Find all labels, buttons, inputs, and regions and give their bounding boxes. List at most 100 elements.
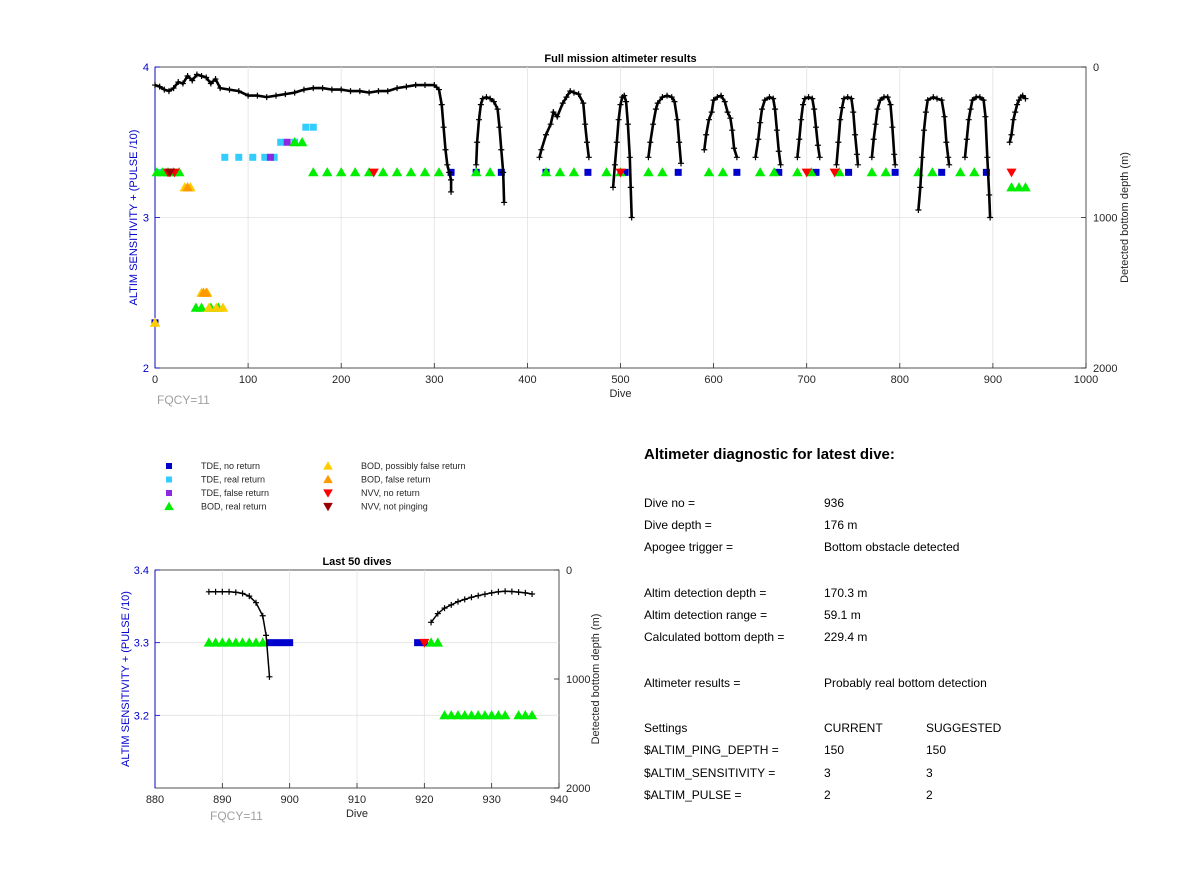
bottom-depth-point — [300, 86, 307, 93]
bottom-depth-point — [347, 88, 354, 95]
x-tick-label: 1000 — [1074, 374, 1098, 386]
bottom-depth-point — [193, 71, 200, 78]
bottom-depth-point — [969, 97, 976, 104]
bottom-depth-point — [710, 97, 717, 104]
diag-value-detection-depth: 170.3 m — [824, 586, 868, 600]
tde-no-return-marker — [265, 639, 273, 647]
bottom-depth-point — [246, 593, 253, 600]
full-mission-chart: 0 100 200 300 400 500 600 700 800 900 1000 2 3 4 0 1000… — [128, 53, 1131, 407]
y-axis-label: ALTIM SENSITIVITY + (PULSE /10) — [120, 591, 132, 767]
chart-title: Last 50 dives — [322, 556, 391, 568]
bottom-depth-point — [647, 139, 654, 146]
bottom-depth-point — [615, 116, 622, 123]
bottom-depth-point — [868, 154, 875, 161]
bod-real-return-marker — [459, 710, 470, 720]
bod-real-return-marker — [717, 167, 729, 177]
bottom-depth-point — [156, 83, 163, 90]
bottom-depth-point — [809, 95, 816, 102]
tde-no-return-marker — [584, 168, 592, 176]
bottom-depth-point — [837, 116, 844, 123]
setting-sensitivity-label: $ALTIM_SENSITIVITY = — [644, 766, 776, 780]
bottom-depth-point — [623, 98, 630, 105]
bottom-depth-point — [356, 88, 363, 95]
bottom-depth-point — [708, 109, 715, 116]
x-tick-label: 900 — [280, 794, 298, 806]
bottom-depth-point — [987, 214, 994, 221]
bod-real-return-marker — [703, 167, 715, 177]
bottom-depth-point — [338, 86, 345, 93]
bottom-depth-point — [930, 94, 937, 101]
settings-header: Settings — [644, 721, 688, 735]
bottom-depth-point — [729, 127, 736, 134]
bod-real-return-marker — [289, 137, 300, 147]
bottom-depth-point — [219, 588, 226, 595]
bottom-depth-point — [731, 145, 738, 152]
bottom-depth-point — [461, 596, 468, 603]
bottom-depth-point — [852, 131, 859, 138]
bottom-depth-point — [198, 73, 205, 80]
bottom-depth-point — [412, 82, 419, 89]
bottom-depth-point — [536, 154, 543, 161]
bod-real-return-marker — [349, 167, 361, 177]
tde-no-return-marker — [775, 168, 783, 176]
bottom-depth-point — [442, 146, 449, 153]
bottom-depth-point — [165, 88, 172, 95]
x-tick-label: 920 — [415, 794, 433, 806]
bottom-depth-point — [887, 101, 894, 108]
bod-real-return-marker — [1006, 182, 1017, 192]
diag-value-dive-depth: 176 m — [824, 518, 858, 532]
bottom-depth-point — [755, 136, 762, 143]
bottom-depth-point — [161, 86, 168, 93]
right-tick-label: 0 — [1093, 62, 1099, 74]
bottom-depth-point — [547, 121, 554, 128]
bod-possibly-false-marker — [203, 302, 215, 312]
bottom-depth-point — [892, 161, 899, 168]
bottom-depth-point — [1019, 92, 1026, 99]
y-tick-label: 3.2 — [134, 710, 149, 722]
bottom-depth-point — [668, 94, 675, 101]
bod-real-return-marker — [540, 167, 552, 177]
bottom-depth-point — [611, 161, 618, 168]
bottom-depth-point — [984, 154, 991, 161]
bod-real-return-marker — [439, 710, 450, 720]
y-axis-label: ALTIM SENSITIVITY + (PULSE /10) — [128, 130, 140, 306]
bottom-depth-point — [775, 148, 782, 155]
bod-real-return-marker — [196, 302, 207, 312]
bottom-depth-point — [1008, 131, 1015, 138]
bottom-depth-point — [796, 136, 803, 143]
diag-label-dive-no: Dive no = — [644, 496, 696, 510]
bottom-depth-point — [585, 154, 592, 161]
bod-possibly-false-marker — [149, 317, 161, 327]
bottom-depth-point — [394, 85, 401, 92]
bottom-depth-point — [703, 131, 710, 138]
bottom-depth-point — [508, 588, 515, 595]
bottom-depth-point — [291, 89, 298, 96]
bottom-depth-point — [877, 97, 884, 104]
bottom-depth-point — [502, 588, 509, 595]
nvv-no-return-marker — [1006, 168, 1017, 178]
x-tick-label: 900 — [984, 374, 1002, 386]
bottom-depth-point — [488, 589, 495, 596]
bottom-depth-point — [671, 98, 678, 105]
bottom-depth-point — [529, 590, 536, 597]
tde-real-return-marker — [249, 153, 257, 161]
x-tick-label: 0 — [152, 374, 158, 386]
bod-real-return-marker — [955, 167, 966, 177]
bod-real-return-marker — [377, 167, 389, 177]
bottom-depth-point — [870, 136, 877, 143]
tde-no-return-marker — [674, 168, 682, 176]
bottom-depth-point — [773, 127, 780, 134]
bottom-depth-point — [501, 199, 508, 206]
y-tick-label: 4 — [143, 62, 149, 74]
bottom-depth-point — [273, 92, 280, 99]
bottom-depth-point — [282, 91, 289, 98]
tde-no-return-marker — [733, 168, 741, 176]
bottom-depth-point — [659, 94, 666, 101]
setting-pulse-label: $ALTIM_PULSE = — [644, 788, 742, 802]
bottom-depth-point — [967, 106, 974, 113]
bottom-depth-point — [922, 109, 929, 116]
bottom-depth-point — [203, 74, 210, 81]
bottom-depth-point — [170, 85, 177, 92]
tde-no-return-marker — [272, 639, 280, 647]
bod-real-return-marker — [244, 637, 255, 647]
